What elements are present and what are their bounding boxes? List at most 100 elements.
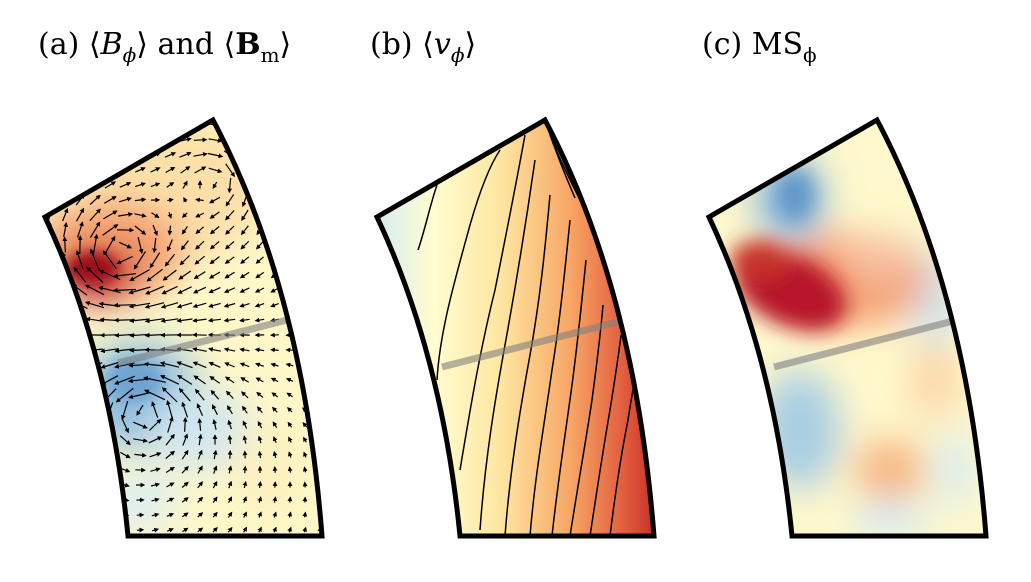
equator-line-b	[441, 316, 626, 371]
field-vector-arrow	[195, 197, 204, 203]
field-vector-arrow	[118, 241, 132, 249]
field-vector-arrow	[197, 433, 203, 446]
field-vector-arrow	[194, 388, 205, 401]
field-vector-arrow	[257, 435, 263, 444]
field-vector-arrow	[242, 480, 248, 489]
field-vector-arrow	[287, 195, 293, 206]
field-vector-arrow	[302, 526, 307, 533]
field-vector-arrow	[181, 481, 189, 488]
field-vector-arrow	[166, 497, 175, 503]
field-vector-arrow	[91, 403, 99, 417]
field-vector-arrow	[151, 212, 160, 218]
field-vector-arrow	[239, 271, 250, 279]
field-vector-arrow	[128, 302, 151, 309]
field-vector-arrow	[145, 285, 165, 295]
field-vector-arrow	[271, 121, 280, 130]
field-vector-arrow	[317, 241, 322, 250]
field-vector-arrow	[255, 256, 264, 264]
field-vector-arrow	[162, 269, 177, 281]
field-vector-arrow	[75, 121, 85, 129]
field-vector-arrow	[46, 135, 54, 144]
field-vector-arrow	[75, 207, 85, 222]
field-vector-arrow	[225, 225, 235, 235]
field-vector-arrow	[318, 436, 322, 443]
field-vector-arrow	[84, 284, 105, 296]
field-vector-arrow	[317, 151, 322, 160]
field-vector-arrow	[119, 181, 132, 188]
field-vector-arrow	[254, 317, 265, 323]
field-vector-arrow	[176, 302, 193, 309]
field-vector-arrow	[240, 135, 251, 145]
field-vector-arrow	[227, 434, 233, 445]
field-vector-arrow	[116, 255, 133, 265]
field-vector-arrow	[150, 182, 161, 188]
field-vector-arrow	[89, 221, 101, 238]
field-vector-arrow	[165, 450, 176, 459]
field-vector-arrow	[242, 496, 248, 503]
panel-b-open-bracket: ⟨	[422, 27, 434, 62]
field-vector-arrow	[46, 150, 54, 159]
field-vector-arrow	[224, 122, 237, 128]
field-vector-arrow	[286, 272, 294, 279]
field-vector-arrow	[62, 207, 69, 222]
field-vector-arrow	[62, 497, 68, 504]
field-vector-arrow	[240, 225, 249, 236]
field-vector-arrow	[143, 376, 166, 383]
field-vector-arrow	[224, 376, 235, 384]
field-vector-arrow	[272, 526, 277, 533]
field-vector-arrow	[92, 434, 98, 447]
field-vector-arrow	[150, 482, 161, 488]
field-vector-arrow	[256, 391, 264, 398]
field-vector-arrow	[317, 181, 322, 190]
field-vector-arrow	[226, 405, 233, 415]
field-vector-arrow	[287, 210, 293, 221]
field-vector-arrow	[192, 361, 207, 369]
field-vector-arrow	[176, 318, 193, 323]
field-vector-arrow	[166, 399, 174, 420]
field-vector-arrow	[121, 400, 129, 421]
field-vector-arrow	[90, 121, 100, 129]
field-vector-arrow	[115, 387, 134, 403]
field-vector-arrow	[112, 287, 137, 293]
field-vector-arrow	[317, 226, 322, 235]
field-vector-arrow	[74, 390, 85, 400]
field-vector-arrow	[287, 421, 293, 428]
field-vector-arrow	[181, 212, 188, 218]
field-vector-arrow	[197, 496, 204, 503]
field-vector-arrow	[176, 361, 193, 369]
field-vector-arrow	[271, 392, 279, 398]
field-vector-arrow	[196, 403, 204, 417]
field-vector-arrow	[45, 392, 54, 398]
field-vector-arrow	[240, 121, 251, 129]
field-vector-arrow	[272, 194, 278, 207]
field-vector-arrow	[208, 361, 221, 368]
field-vector-arrow	[47, 482, 52, 489]
field-vector-arrow	[302, 136, 308, 145]
field-vector-arrow	[287, 526, 292, 533]
field-vector-arrow	[129, 269, 150, 281]
field-vector-arrow	[119, 196, 132, 203]
field-vector-arrow	[208, 271, 221, 279]
field-vector-arrow	[146, 268, 163, 282]
field-vector-arrow	[197, 527, 204, 533]
field-vector-arrow	[302, 180, 308, 191]
field-vector-arrow	[179, 122, 192, 128]
field-vector-arrow	[75, 150, 85, 159]
field-vector-arrow	[287, 496, 293, 503]
field-vector-arrow	[209, 196, 221, 204]
field-vector-arrow	[285, 287, 294, 293]
field-vector-arrow	[193, 137, 208, 143]
field-vector-arrow	[61, 135, 70, 144]
field-vector-arrow	[270, 347, 279, 353]
field-vector-arrow	[62, 236, 68, 253]
field-vector-arrow	[45, 377, 55, 383]
field-vector-arrow	[181, 401, 189, 418]
field-vector-arrow	[61, 165, 70, 175]
field-vector-arrow	[61, 121, 70, 129]
field-vector-arrow	[192, 347, 207, 352]
field-vector-arrow	[77, 466, 83, 475]
panel-a-subscript-2: m	[260, 43, 280, 67]
field-vector-arrow	[182, 180, 188, 189]
field-vector-arrow	[106, 450, 115, 460]
